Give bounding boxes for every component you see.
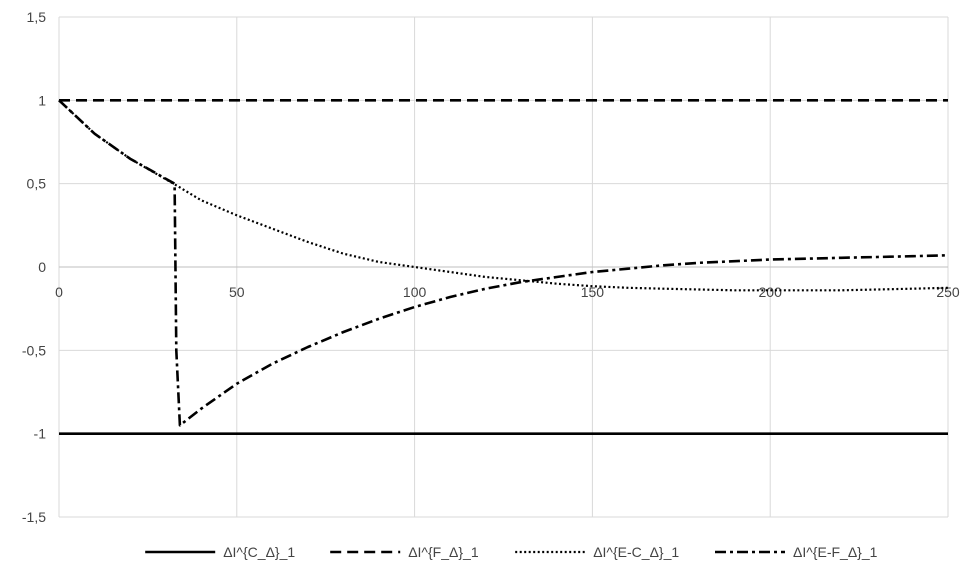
y-tick-label: -1 — [34, 426, 47, 442]
legend-label-4: ΔI^{E-F_Δ}_1 — [793, 544, 878, 560]
y-tick-label: 1,5 — [27, 9, 47, 25]
y-tick-label: 1 — [38, 92, 46, 108]
y-tick-label: 0,5 — [27, 176, 47, 192]
legend-label-1: ΔI^{C_Δ}_1 — [223, 544, 295, 560]
series-line-3 — [58, 99, 949, 292]
legend: ΔI^{C_Δ}_1 ΔI^{F_Δ}_1 ΔI^{E-C_Δ}_1 ΔI^{E-F_… — [145, 544, 878, 560]
axes: 1,5 1 0,5 0 -0,5 -1 -1,5 0 50 100 150 200 250 — [22, 9, 960, 525]
y-tick-label: -1,5 — [22, 509, 46, 525]
series-line-4 — [58, 99, 949, 427]
series-lines — [58, 99, 949, 436]
x-tick-label: 250 — [936, 284, 960, 300]
x-tick-label: 50 — [229, 284, 245, 300]
legend-label-2: ΔI^{F_Δ}_1 — [408, 544, 479, 560]
x-tick-label: 100 — [403, 284, 427, 300]
y-tick-label: 0 — [38, 259, 46, 275]
x-tick-label: 0 — [55, 284, 63, 300]
x-tick-label: 200 — [759, 284, 783, 300]
y-tick-label: -0,5 — [22, 342, 46, 358]
x-tick-label: 150 — [581, 284, 605, 300]
legend-label-3: ΔI^{E-C_Δ}_1 — [593, 544, 679, 560]
